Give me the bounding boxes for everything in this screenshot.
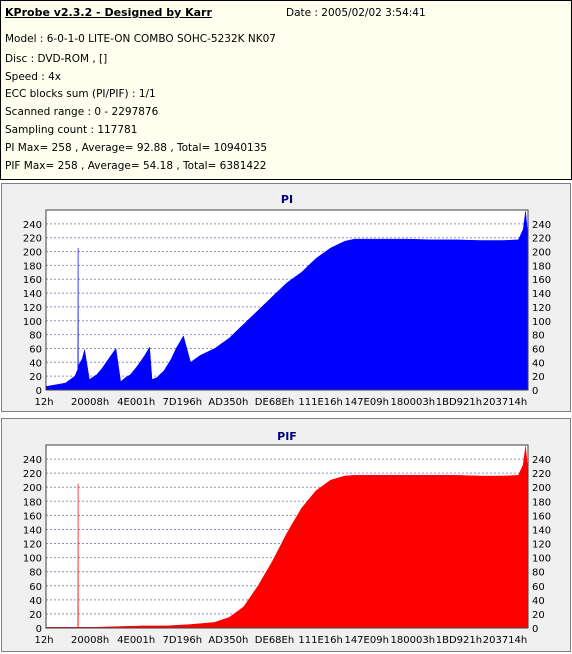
pi-y-tick-left: 80 (29, 331, 42, 342)
pif-x-tick: 4E001h (117, 635, 155, 646)
scan-date: Date : 2005/02/02 3:54:41 (286, 7, 426, 19)
pi-plot-frame (45, 209, 529, 391)
pif-y-tick-left: 140 (23, 525, 42, 536)
pi-x-tick: 12h (34, 397, 53, 408)
pi-y-tick-right: 240 (532, 220, 551, 231)
pi-y-tick-left: 180 (23, 261, 42, 272)
pif-y-tick-left: 160 (23, 511, 42, 522)
pif-x-tick: 12h (34, 635, 53, 646)
pif-stats-line: PIF Max= 258 , Average= 54.18 , Total= 6… (5, 160, 267, 172)
pi-y-tick-right: 60 (532, 344, 545, 355)
pif-x-tick: 7D196h (163, 635, 203, 646)
pif-y-tick-left: 200 (23, 483, 42, 494)
pi-x-tick: 147E09h (344, 397, 388, 408)
pif-y-tick-left: 100 (23, 554, 42, 565)
pi-x-tick: 180003h (391, 397, 436, 408)
pif-y-tick-right: 140 (532, 525, 551, 536)
pi-x-tick: 4E001h (117, 397, 155, 408)
pi-series-area (45, 211, 529, 391)
range-line: Scanned range : 0 - 2297876 (5, 106, 159, 118)
pi-y-tick-left: 200 (23, 248, 42, 259)
pif-y-tick-right: 80 (532, 568, 545, 579)
pif-y-tick-right: 40 (532, 596, 545, 607)
pif-y-tick-right: 120 (532, 540, 551, 551)
pi-y-tick-left: 240 (23, 220, 42, 231)
app-title: KProbe v2.3.2 - Designed by Karr (5, 6, 212, 19)
pif-x-tick: AD350h (208, 635, 248, 646)
sampling-line: Sampling count : 117781 (5, 124, 138, 136)
pi-y-tick-right: 100 (532, 317, 551, 328)
pif-y-tick-right: 220 (532, 469, 551, 480)
pif-y-tick-right: 20 (532, 610, 545, 621)
pi-x-tick: DE68Eh (255, 397, 294, 408)
pif-y-tick-right: 60 (532, 582, 545, 593)
pi-chart: PI 0 0 20 20 40 40 60 60 80 80 100 100 120 120 140 140 16… (23, 193, 551, 408)
pif-x-tick: 20008h (71, 635, 109, 646)
pif-y-tick-left: 60 (29, 582, 42, 593)
pi-y-tick-right: 220 (532, 234, 551, 245)
pif-x-tick: 203714h (483, 635, 528, 646)
pi-y-tick-right: 160 (532, 275, 551, 286)
pif-plot-frame (45, 444, 529, 629)
pi-y-tick-left: 220 (23, 234, 42, 245)
pi-y-tick-right: 0 (532, 386, 538, 397)
pi-y-tick-left: 60 (29, 344, 42, 355)
pif-y-tick-left: 120 (23, 540, 42, 551)
ecc-line: ECC blocks sum (PI/PIF) : 1/1 (5, 88, 156, 100)
pif-y-tick-right: 200 (532, 483, 551, 494)
pif-x-tick: 147E09h (344, 635, 388, 646)
pif-y-tick-left: 240 (23, 455, 42, 466)
pif-y-tick-right: 180 (532, 497, 551, 508)
pi-x-tick: 203714h (483, 397, 528, 408)
info-panel: KProbe v2.3.2 - Designed by Karr Date : … (0, 0, 572, 180)
pi-y-tick-left: 40 (29, 358, 42, 369)
pi-x-tick: 111E16h (298, 397, 342, 408)
pi-y-tick-right: 120 (532, 303, 551, 314)
pif-y-tick-left: 0 (36, 624, 42, 635)
pif-y-tick-right: 240 (532, 455, 551, 466)
pif-chart-title: PIF (277, 430, 297, 443)
pif-series-area (45, 446, 529, 629)
pi-y-tick-left: 140 (23, 289, 42, 300)
pi-y-tick-left: 20 (29, 372, 42, 383)
pif-y-tick-right: 160 (532, 511, 551, 522)
pi-x-tick: 20008h (71, 397, 109, 408)
pif-x-tick: 180003h (391, 635, 436, 646)
pif-y-tick-left: 180 (23, 497, 42, 508)
pi-chart-title: PI (281, 193, 293, 206)
disc-line: Disc : DVD-ROM , [] (5, 53, 108, 65)
pi-y-tick-left: 160 (23, 275, 42, 286)
pi-chart-panel: PI 0 0 20 20 40 40 60 60 80 80 100 100 120 120 140 140 16… (1, 183, 571, 412)
pi-y-tick-right: 200 (532, 248, 551, 259)
pif-y-tick-right: 0 (532, 624, 538, 635)
pi-y-tick-right: 40 (532, 358, 545, 369)
pif-y-tick-left: 220 (23, 469, 42, 480)
pi-y-tick-right: 20 (532, 372, 545, 383)
pif-chart: PIF 0 0 20 20 40 40 60 60 80 80 100 100 120 120 140 140 1… (23, 430, 551, 646)
pi-y-tick-right: 80 (532, 331, 545, 342)
pif-y-tick-right: 100 (532, 554, 551, 565)
model-line: Model : 6-0-1-0 LITE-ON COMBO SOHC-5232K… (5, 33, 276, 45)
pi-y-tick-right: 140 (532, 289, 551, 300)
pi-x-tick: 7D196h (163, 397, 203, 408)
pi-stats-line: PI Max= 258 , Average= 92.88 , Total= 10… (5, 142, 268, 154)
pif-y-tick-left: 80 (29, 568, 42, 579)
pi-y-tick-right: 180 (532, 261, 551, 272)
pi-y-tick-left: 120 (23, 303, 42, 314)
pif-x-tick: 111E16h (298, 635, 342, 646)
pi-y-tick-left: 0 (36, 386, 42, 397)
pi-y-tick-left: 100 (23, 317, 42, 328)
speed-line: Speed : 4x (5, 71, 62, 83)
pi-x-tick: AD350h (208, 397, 248, 408)
pi-x-tick: 1BD921h (436, 397, 482, 408)
pif-x-tick: DE68Eh (255, 635, 294, 646)
pif-y-tick-left: 40 (29, 596, 42, 607)
pif-chart-panel: PIF 0 0 20 20 40 40 60 60 80 80 100 100 120 120 140 140 1… (1, 418, 571, 652)
pif-y-tick-left: 20 (29, 610, 42, 621)
pif-x-tick: 1BD921h (436, 635, 482, 646)
